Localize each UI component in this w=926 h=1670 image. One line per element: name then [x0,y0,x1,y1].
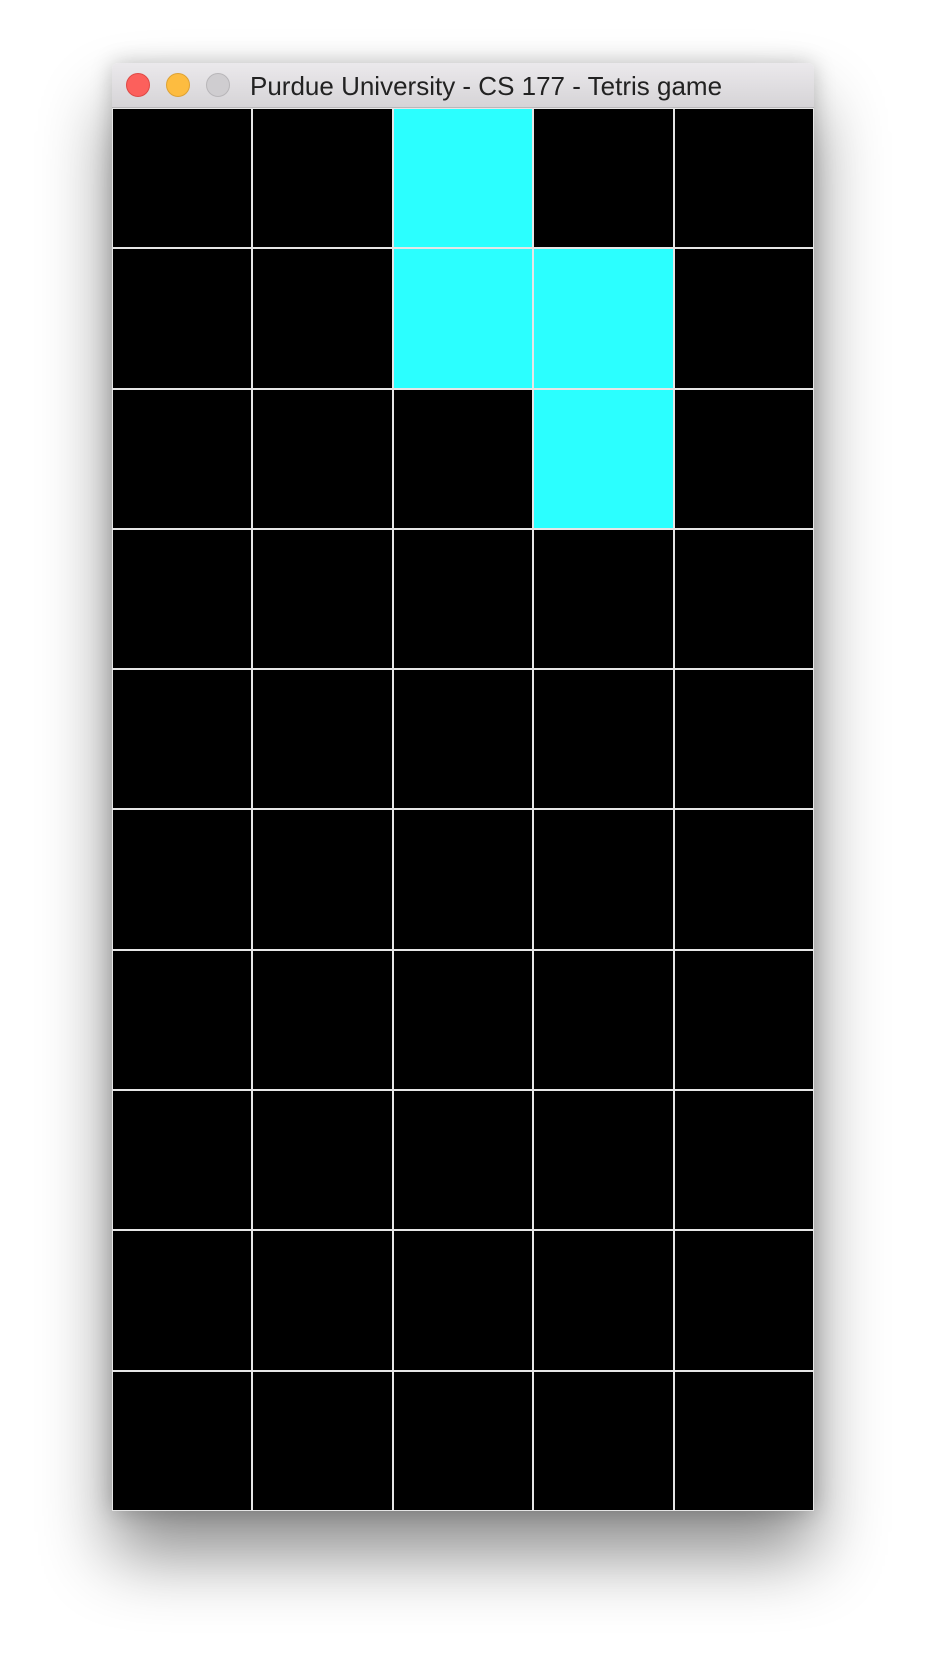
empty-cell [112,1230,253,1371]
empty-cell [533,669,674,810]
empty-cell [392,388,534,529]
empty-cell [392,669,534,810]
empty-cell [112,809,253,950]
empty-cell [112,1090,253,1231]
empty-cell [112,1370,253,1511]
empty-cell [673,108,814,249]
empty-cell [673,528,814,670]
empty-cell [252,108,393,249]
empty-cell [252,809,393,950]
empty-cell [533,1230,674,1371]
empty-cell [392,1370,534,1511]
empty-cell [252,1370,393,1511]
empty-cell [112,949,253,1091]
zoom-window-icon[interactable] [206,73,230,97]
empty-cell [392,1090,534,1231]
empty-cell [252,1090,393,1231]
empty-cell [392,949,534,1091]
empty-cell [112,528,253,670]
empty-cell [533,108,674,249]
empty-cell [392,528,534,670]
close-window-icon[interactable] [126,73,150,97]
empty-cell [533,528,674,670]
empty-cell [252,528,393,670]
empty-cell [673,669,814,810]
piece-cell [392,108,534,249]
tetris-board[interactable] [112,108,814,1511]
empty-cell [673,388,814,529]
empty-cell [673,1090,814,1231]
empty-cell [673,1370,814,1511]
empty-cell [673,248,814,389]
empty-cell [533,809,674,950]
window-titlebar[interactable]: Purdue University - CS 177 - Tetris game [112,63,814,108]
empty-cell [252,1230,393,1371]
empty-cell [673,949,814,1091]
empty-cell [673,809,814,950]
piece-cell [392,248,534,389]
empty-cell [252,388,393,529]
empty-cell [392,809,534,950]
empty-cell [112,388,253,529]
empty-cell [252,248,393,389]
empty-cell [673,1230,814,1371]
minimize-window-icon[interactable] [166,73,190,97]
game-window: Purdue University - CS 177 - Tetris game [112,63,814,1511]
empty-cell [112,248,253,389]
piece-cell [533,388,674,529]
empty-cell [112,108,253,249]
empty-cell [252,949,393,1091]
empty-cell [533,1370,674,1511]
window-title: Purdue University - CS 177 - Tetris game [250,71,723,101]
empty-cell [112,669,253,810]
empty-cell [533,949,674,1091]
empty-cell [533,1090,674,1231]
empty-cell [392,1230,534,1371]
empty-cell [252,669,393,810]
piece-cell [533,248,674,389]
